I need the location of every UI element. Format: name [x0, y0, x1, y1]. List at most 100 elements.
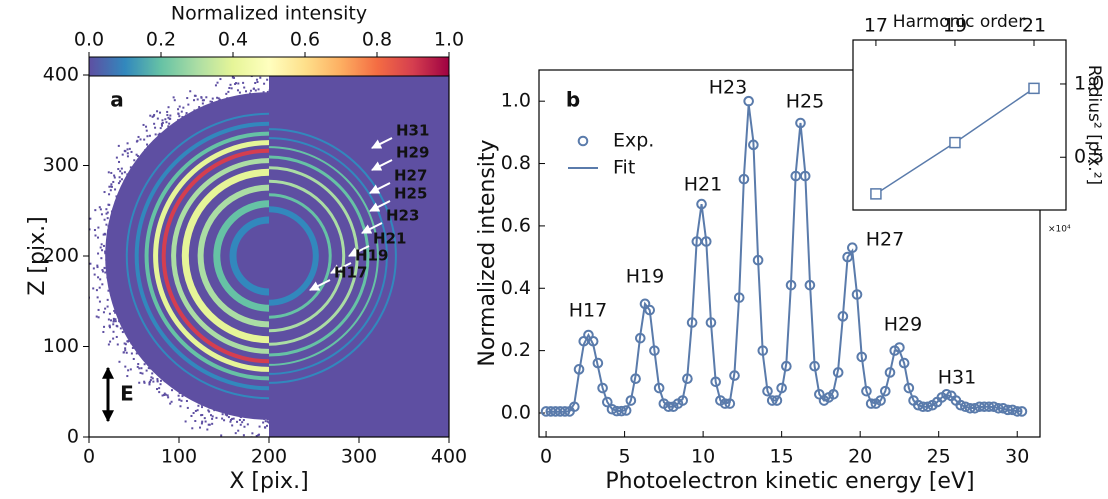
x-tick-label: 10: [691, 446, 715, 468]
speckle: [246, 423, 249, 426]
speckle: [113, 174, 116, 177]
speckle: [146, 135, 149, 138]
speckle: [143, 380, 146, 383]
colorbar-tick-label: 0.4: [218, 29, 248, 51]
speckle: [230, 87, 233, 90]
speckle: [107, 318, 110, 321]
speckle: [193, 99, 196, 102]
ring: [269, 206, 319, 306]
speckle: [238, 91, 241, 94]
speckle: [148, 380, 151, 383]
speckle: [201, 413, 204, 416]
speckle: [99, 246, 102, 249]
panel-label: a: [110, 88, 124, 112]
speckle: [103, 266, 106, 269]
speckle: [243, 425, 246, 428]
speckle: [136, 365, 139, 368]
speckle: [136, 139, 139, 142]
y-tick-label: 0.0: [501, 401, 531, 423]
speckle: [216, 81, 219, 84]
speckle: [125, 351, 128, 354]
speckle: [211, 100, 214, 103]
y-axis-label: Radius² [pix.²]: [1084, 65, 1104, 185]
speckle: [200, 422, 203, 425]
speckle: [148, 383, 151, 386]
speckle: [120, 178, 123, 181]
y-tick-label: 200: [43, 245, 79, 267]
speckle: [123, 342, 126, 345]
ring: [125, 112, 269, 400]
ring: [269, 179, 346, 333]
speckle: [104, 271, 107, 274]
speckle: [156, 117, 159, 120]
x-axis-label: X [pix.]: [229, 469, 308, 494]
speckle: [148, 134, 151, 137]
ring: [229, 216, 269, 296]
speckle: [115, 324, 118, 327]
speckle: [109, 189, 112, 192]
speckle: [208, 423, 211, 426]
peak-label: H17: [569, 300, 607, 322]
speckle: [107, 343, 110, 346]
speckle: [257, 88, 260, 91]
speckle: [106, 211, 109, 214]
speckle: [98, 206, 101, 209]
speckle: [209, 100, 212, 103]
speckle: [243, 86, 246, 89]
ring: [161, 148, 269, 364]
speckle: [227, 416, 230, 419]
speckle: [249, 89, 252, 92]
speckle: [158, 391, 161, 394]
speckle: [149, 379, 152, 382]
data-point: [602, 396, 613, 408]
speckle: [137, 363, 140, 366]
speckle: [97, 226, 100, 229]
speckle: [245, 90, 248, 93]
speckle: [172, 96, 175, 99]
speckle: [161, 121, 164, 124]
speckle: [258, 425, 261, 428]
speckle: [101, 283, 104, 286]
speckle: [252, 87, 255, 90]
x-axis-label: Photoelectron kinetic energy [eV]: [605, 469, 974, 494]
speckle: [156, 110, 159, 113]
speckle: [206, 428, 209, 431]
speckle: [119, 327, 122, 330]
speckle: [104, 307, 107, 310]
data-point: [606, 403, 618, 415]
speckle: [181, 395, 184, 398]
speckle: [229, 83, 232, 86]
speckle: [127, 339, 130, 342]
speckle: [153, 122, 156, 125]
speckle: [96, 264, 99, 267]
colorbar-tick-label: 0.0: [74, 29, 104, 51]
data-point: [875, 395, 886, 406]
speckle: [115, 156, 118, 159]
speckle: [198, 106, 201, 109]
speckle: [124, 365, 127, 368]
ring: [269, 155, 370, 357]
harmonic-arrow: [371, 159, 393, 171]
harmonic-arrow: [309, 279, 331, 291]
speckle: [239, 423, 242, 426]
x-tick-label: 5: [619, 446, 631, 468]
y-tick-label: 0: [67, 426, 79, 448]
speckle: [112, 330, 115, 333]
plot-area: [852, 39, 1067, 211]
speckle: [242, 419, 245, 422]
speckle: [98, 300, 101, 303]
speckle: [102, 233, 105, 236]
speckle: [158, 132, 161, 135]
speckle: [119, 170, 122, 173]
speckle: [159, 379, 162, 382]
speckle: [180, 110, 183, 113]
speckle: [151, 372, 154, 375]
speckle: [138, 367, 141, 370]
speckle: [185, 400, 188, 403]
speckle: [205, 96, 208, 99]
x-axis-label: Harmonic order: [893, 12, 1025, 32]
speckle: [192, 412, 195, 415]
speckle: [156, 379, 159, 382]
speckle: [255, 434, 258, 437]
speckle: [156, 388, 159, 391]
